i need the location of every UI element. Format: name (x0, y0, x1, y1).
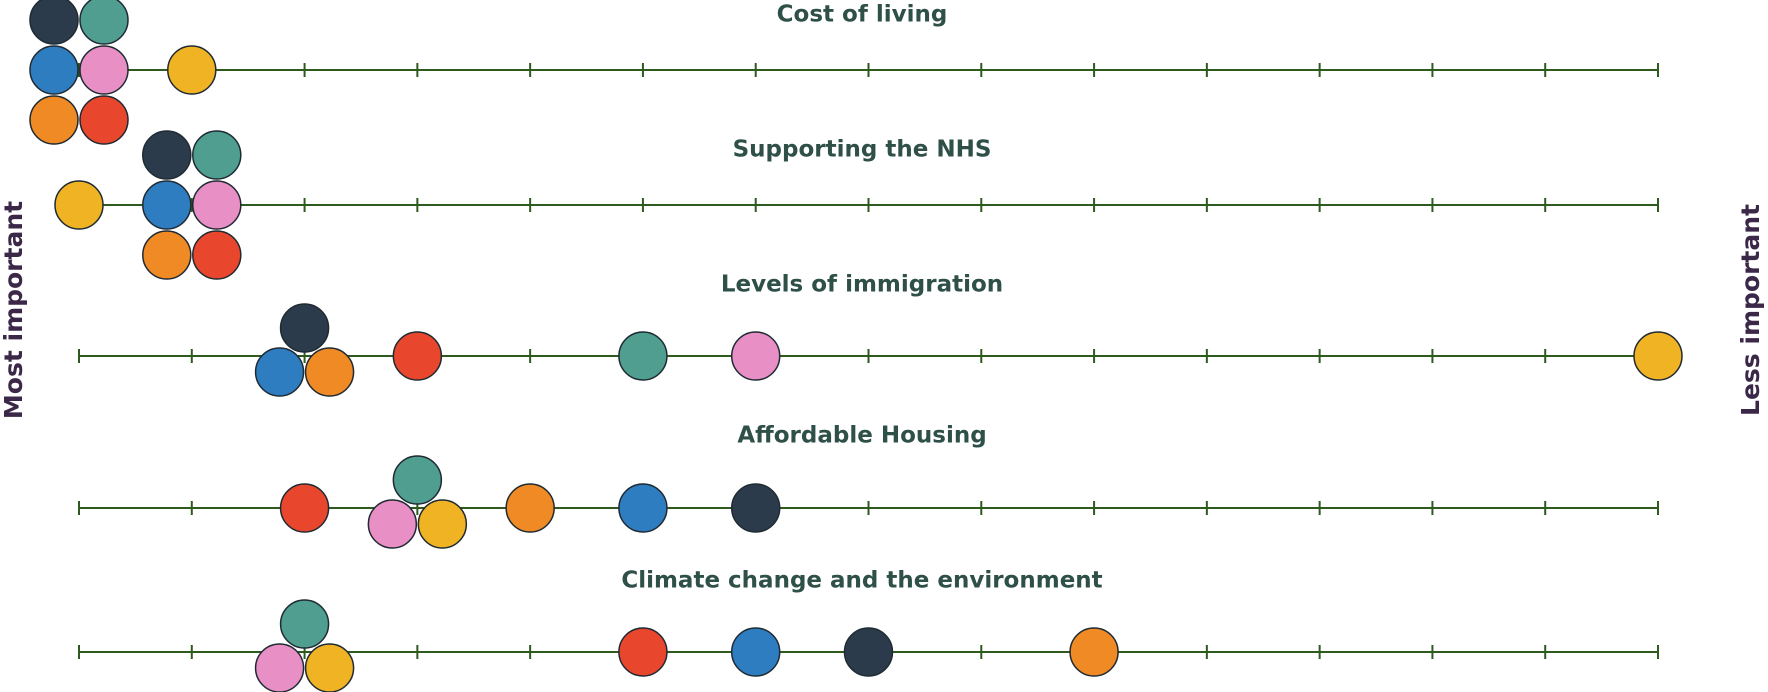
party-icon (168, 46, 216, 94)
party-icon (732, 484, 780, 532)
party-icon (1070, 628, 1118, 676)
start-label: Most important (0, 201, 28, 419)
party-icon (506, 484, 554, 532)
party-icon (281, 600, 329, 648)
party-icon (393, 456, 441, 504)
row-title: Supporting the NHS (733, 137, 992, 163)
party-icon (143, 181, 191, 229)
end-label: Less important (1736, 204, 1765, 416)
party-icon (619, 628, 667, 676)
party-icon (281, 484, 329, 532)
party-icon (80, 46, 128, 94)
party-icon (281, 304, 329, 352)
party-icon (306, 348, 354, 396)
party-icon (193, 181, 241, 229)
party-icon (80, 0, 128, 44)
party-icon (619, 484, 667, 532)
party-icon (732, 332, 780, 380)
party-icon (30, 46, 78, 94)
party-icon (193, 231, 241, 279)
party-icon (619, 332, 667, 380)
party-icon (368, 500, 416, 548)
party-icon (845, 628, 893, 676)
row-title: Levels of immigration (721, 272, 1003, 298)
party-icon (732, 628, 780, 676)
party-icon (193, 131, 241, 179)
party-icon (306, 644, 354, 692)
party-icon (30, 96, 78, 144)
party-icon (143, 231, 191, 279)
row-title: Affordable Housing (737, 423, 986, 449)
party-icon (143, 131, 191, 179)
row-title: Cost of living (777, 2, 948, 28)
party-icon (256, 644, 304, 692)
row-title: Climate change and the environment (621, 568, 1102, 594)
party-icon (1634, 332, 1682, 380)
chart: Most important Less important Cost of li… (0, 0, 1768, 692)
party-icon (30, 0, 78, 44)
party-icon (55, 181, 103, 229)
party-icon (80, 96, 128, 144)
party-icon (418, 500, 466, 548)
party-icon (256, 348, 304, 396)
party-icon (393, 332, 441, 380)
